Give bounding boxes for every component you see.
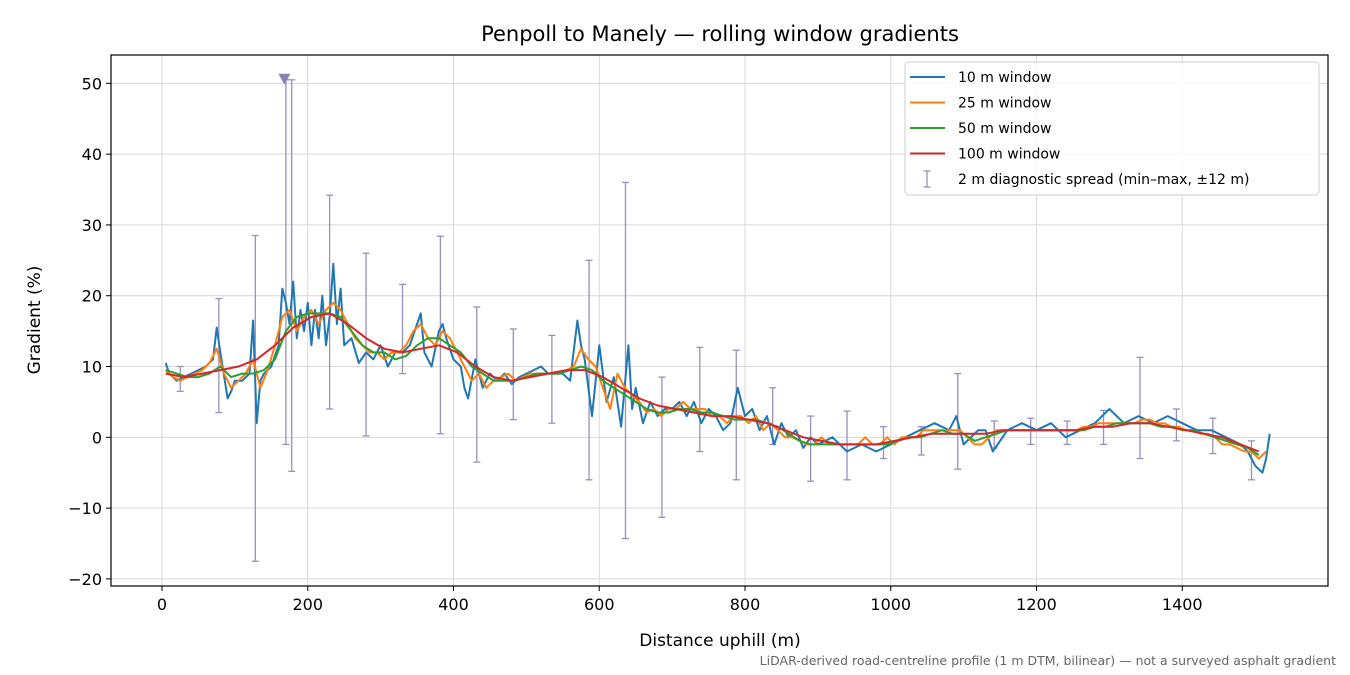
y-tick-label: 50 (82, 74, 102, 93)
x-tick-label: 400 (438, 595, 469, 614)
y-axis-label: Gradient (%) (25, 266, 45, 375)
y-tick-label: 20 (82, 287, 102, 306)
axis-ticks: 0 200 400 600 800 1000 1200 1400 −20 −10 0 10 20 30 40… (68, 74, 1202, 614)
x-tick-label: 1400 (1162, 595, 1203, 614)
x-tick-label: 200 (292, 595, 323, 614)
legend-label-4: 100 m window (958, 147, 1060, 163)
legend-label-1: 10 m window (958, 70, 1051, 86)
x-tick-label: 0 (157, 595, 167, 614)
legend: 10 m window 25 m window 50 m window 100 m w… (904, 61, 1320, 196)
y-tick-label: 30 (82, 216, 102, 235)
x-axis-label: Distance uphill (m) (639, 631, 800, 651)
y-tick-label: 40 (82, 145, 102, 164)
y-tick-label: 0 (92, 428, 102, 447)
chart-title: Penpoll to Manely — rolling window gradi… (481, 22, 959, 46)
series-line-1 (164, 262, 1271, 474)
footnote: LiDAR-derived road-centreline profile (1… (760, 653, 1336, 668)
y-tick-label: 10 (82, 358, 102, 377)
x-tick-label: 1000 (870, 595, 911, 614)
legend-label-5: 2 m diagnostic spread (min–max, ±12 m) (958, 172, 1249, 188)
legend-label-2: 25 m window (958, 96, 1051, 112)
y-tick-label: −20 (68, 570, 102, 589)
clipped-value-marker (278, 73, 291, 85)
x-tick-label: 800 (730, 595, 761, 614)
series-line-4 (165, 312, 1260, 453)
plot-marks (164, 73, 1271, 562)
legend-box (904, 61, 1320, 196)
y-tick-label: −10 (68, 499, 102, 518)
plot-frame (110, 54, 1329, 587)
x-tick-label: 1200 (1016, 595, 1057, 614)
legend-label-3: 50 m window (958, 121, 1051, 137)
x-tick-label: 600 (584, 595, 615, 614)
